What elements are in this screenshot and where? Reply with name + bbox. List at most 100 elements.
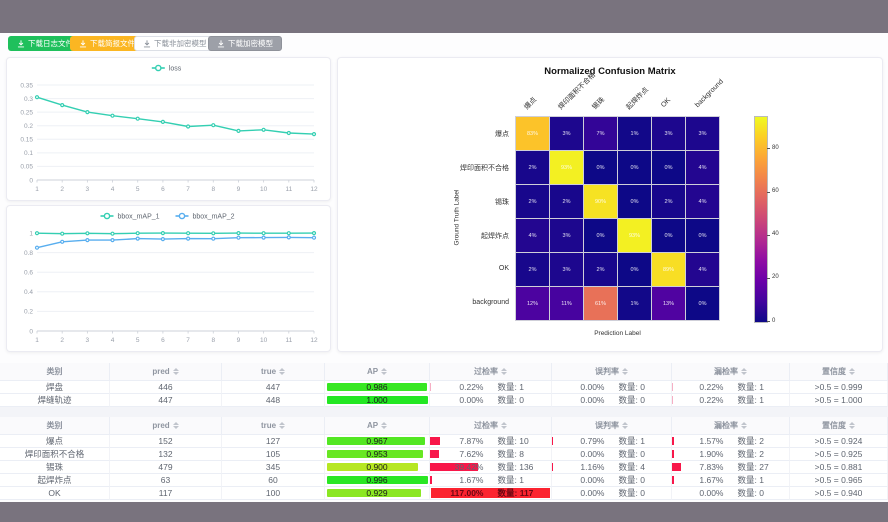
column-header-true[interactable]: true: [222, 417, 325, 435]
sort-icon[interactable]: [741, 422, 747, 429]
x-tick-label: 8: [211, 186, 215, 193]
data-point: [286, 130, 291, 136]
rate-percent: 39.42%: [454, 462, 484, 472]
cell-value: 2%: [596, 266, 605, 273]
ap-value: 0.996: [366, 475, 388, 485]
cell-value: 2%: [528, 164, 537, 171]
cell-class-name: 焊印面积不合格: [0, 448, 110, 461]
cell-over-detection: 117.00% 数量: 117: [430, 487, 552, 500]
heatmap-cell: 0%: [618, 253, 651, 286]
column-header-AP[interactable]: AP: [325, 417, 430, 435]
cell-true: 105: [222, 448, 325, 461]
cell-value: 4%: [528, 232, 537, 239]
data-point: [110, 231, 115, 236]
legend-item-loss[interactable]: loss: [151, 64, 182, 73]
cell-miss-detection: 1.57% 数量: 2: [672, 435, 790, 448]
column-header-pred[interactable]: pred: [110, 363, 222, 381]
x-tick-label: 12: [310, 186, 318, 193]
column-header-过检率[interactable]: 过检率: [430, 363, 552, 381]
sort-icon[interactable]: [501, 422, 507, 429]
download-plain-model-button[interactable]: 下载非加密模型: [134, 36, 216, 51]
sort-icon[interactable]: [172, 368, 179, 375]
sort-icon[interactable]: [381, 368, 388, 375]
heatmap-cell: 2%: [550, 185, 583, 218]
dashboard-page: 下载日志文件 下载简报文件 下载非加密模型 下载加密模型 0 0.05 0.1 0.15 0.…: [0, 33, 888, 502]
column-header-置信度[interactable]: 置信度: [790, 363, 888, 381]
sort-icon[interactable]: [501, 368, 507, 375]
cell-value: 0%: [596, 164, 605, 171]
column-label: 爆点: [523, 96, 539, 112]
rate-percent: 1.67%: [699, 475, 724, 485]
cell-miss-detection: 7.83% 数量: 27: [672, 461, 790, 474]
sort-icon[interactable]: [279, 368, 286, 375]
download-brief-button[interactable]: 下载简报文件: [70, 36, 144, 51]
cell-pred: 479: [110, 461, 222, 474]
heatmap-cell: 7%: [584, 117, 617, 150]
column-header-漏检率[interactable]: 漏检率: [672, 417, 790, 435]
download-log-button[interactable]: 下载日志文件: [8, 36, 82, 51]
cell-value: 0%: [698, 300, 707, 307]
heatmap-cell: 11%: [550, 287, 583, 320]
cell-pred: 117: [110, 487, 222, 500]
y-tick-label: 0.3: [24, 96, 33, 103]
heatmap-cell: 4%: [686, 253, 719, 286]
sort-icon[interactable]: [849, 422, 855, 429]
rate-percent: 1.67%: [459, 475, 484, 485]
confusion-matrix-title: Normalized Confusion Matrix: [544, 66, 676, 77]
download-encrypted-model-button[interactable]: 下载加密模型: [208, 36, 282, 51]
sort-icon[interactable]: [622, 368, 628, 375]
heatmap-cell: 2%: [516, 151, 549, 184]
cell-class-name: 起焊炸点: [0, 474, 110, 487]
rate-count: 数量: 1: [737, 382, 764, 392]
data-point: [60, 231, 65, 236]
cell-true: 127: [222, 435, 325, 448]
x-tick-label: 5: [136, 337, 140, 344]
sort-icon[interactable]: [849, 368, 855, 375]
colorbar-tick-label: 40: [772, 231, 779, 238]
rate-count: 数量: 1: [497, 475, 524, 485]
x-tick-label: 11: [285, 186, 292, 193]
column-header-过检率[interactable]: 过检率: [430, 417, 552, 435]
button-label: 下载简报文件: [90, 39, 135, 48]
sort-icon[interactable]: [622, 422, 628, 429]
column-header-误判率[interactable]: 误判率: [552, 363, 672, 381]
data-point: [261, 235, 266, 240]
cell-value: 4%: [698, 164, 707, 171]
rate-percent: 0.22%: [459, 382, 484, 392]
sort-icon[interactable]: [381, 422, 388, 429]
column-header-pred[interactable]: pred: [110, 417, 222, 435]
heatmap-cell: 3%: [550, 219, 583, 252]
sort-icon[interactable]: [279, 422, 286, 429]
column-header-置信度[interactable]: 置信度: [790, 417, 888, 435]
column-label: background: [694, 78, 725, 109]
ap-value: 0.953: [366, 449, 388, 459]
y-tick-label: 0.2: [24, 123, 33, 130]
heatmap-cell: 12%: [516, 287, 549, 320]
column-header-漏检率[interactable]: 漏检率: [672, 363, 790, 381]
header-label: pred: [152, 367, 170, 376]
cell-over-detection: 0.22% 数量: 1: [430, 381, 552, 394]
y-tick-label: 0.35: [20, 82, 33, 89]
cell-misjudge: 0.00% 数量: 0: [552, 381, 672, 394]
column-header-AP[interactable]: AP: [325, 363, 430, 381]
cell-pred: 63: [110, 474, 222, 487]
header-label: 置信度: [822, 421, 846, 430]
cell-ap: 0.996: [325, 474, 430, 487]
colorbar-tick: [767, 277, 770, 279]
colorbar-tick: [767, 191, 770, 193]
legend-item-bbox_mAP_1[interactable]: bbox_mAP_1: [100, 212, 160, 221]
column-header-误判率[interactable]: 误判率: [552, 417, 672, 435]
sort-icon[interactable]: [741, 368, 747, 375]
column-header-true[interactable]: true: [222, 363, 325, 381]
cell-misjudge: 0.79% 数量: 1: [552, 435, 672, 448]
cell-over-detection: 7.87% 数量: 10: [430, 435, 552, 448]
x-tick-label: 10: [260, 186, 268, 193]
rate-bar: [552, 436, 554, 446]
legend-item-bbox_mAP_2[interactable]: bbox_mAP_2: [175, 212, 235, 221]
rate-percent: 0.00%: [699, 488, 724, 498]
cell-value: 0%: [630, 266, 639, 273]
button-label: 下载非加密模型: [154, 39, 207, 48]
sort-icon[interactable]: [172, 422, 179, 429]
cell-value: 0%: [698, 232, 707, 239]
